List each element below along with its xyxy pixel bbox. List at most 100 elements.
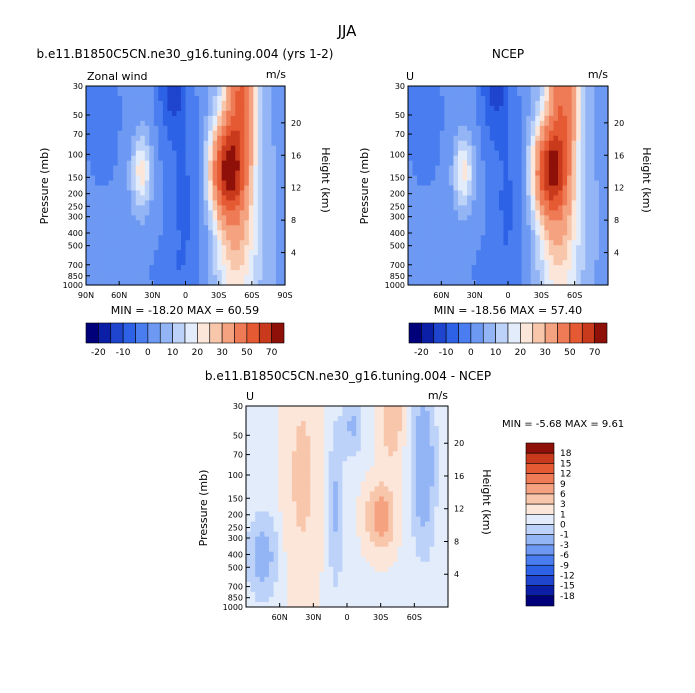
contour-cell (351, 551, 357, 558)
contour-cell (131, 180, 137, 187)
contour-cell (171, 100, 178, 107)
contour-cell (467, 120, 473, 127)
contour-cell (402, 531, 408, 538)
contour-cell (430, 86, 436, 92)
contour-cell (411, 411, 417, 417)
contour-cell (333, 486, 339, 493)
contour-cell (388, 476, 394, 482)
contour-cell (406, 466, 412, 472)
contour-cell (489, 185, 495, 192)
contour-cell (226, 205, 232, 211)
contour-cell (278, 496, 284, 503)
contour-cell (333, 411, 339, 417)
contour-cell (149, 125, 155, 132)
contour-cell (402, 446, 408, 452)
contour-cell (453, 180, 459, 187)
contour-cell (567, 235, 573, 241)
contour-cell (333, 431, 339, 437)
contour-cell (328, 441, 334, 447)
contour-cell (239, 160, 245, 167)
contour-cell (122, 120, 128, 127)
contour-cell (113, 265, 119, 271)
contour-cell (126, 100, 132, 107)
contour-cell (194, 225, 200, 231)
contour-cell (239, 95, 245, 102)
contour-cell (176, 260, 182, 266)
contour-cell (275, 230, 282, 236)
contour-cell (131, 150, 137, 157)
contour-cell (406, 511, 412, 518)
contour-cell (548, 200, 555, 206)
contour-cell (266, 250, 273, 256)
contour-cell (444, 90, 450, 97)
contour-cell (248, 125, 254, 132)
contour-cell (226, 190, 232, 197)
contour-cell (567, 100, 573, 107)
contour-cell (271, 115, 277, 122)
contour-cell (421, 265, 427, 271)
contour-cell (356, 446, 362, 452)
contour-cell (603, 255, 609, 261)
contour-cell (571, 205, 577, 211)
contour-cell (485, 265, 491, 271)
contour-cell (589, 140, 595, 147)
contour-cell (230, 86, 236, 92)
contour-cell (264, 486, 270, 493)
contour-cell (301, 516, 307, 523)
contour-cell (508, 175, 514, 182)
contour-cell (508, 150, 514, 157)
contour-cell (203, 230, 209, 236)
contour-cell (539, 245, 545, 251)
contour-cell (194, 165, 200, 172)
contour-cell (117, 140, 123, 147)
contour-cell (280, 95, 286, 102)
contour-cell (603, 195, 609, 202)
contour-cell (594, 90, 600, 97)
contour-cell (291, 511, 298, 518)
contour-cell (208, 195, 214, 202)
contour-cell (467, 86, 473, 92)
contour-cell (485, 250, 491, 256)
contour-cell (589, 115, 595, 122)
contour-cell (374, 471, 380, 477)
contour-cell (104, 225, 110, 231)
contour-cell (406, 486, 412, 493)
contour-cell (429, 471, 435, 477)
contour-cell (248, 165, 254, 172)
colorbar-swatch (172, 322, 186, 344)
contour-cell (162, 275, 169, 281)
contour-cell (176, 165, 182, 172)
contour-cell (296, 461, 302, 467)
contour-cell (374, 511, 380, 518)
contour-cell (360, 431, 366, 437)
contour-cell (369, 511, 376, 518)
contour-cell (453, 170, 459, 177)
contour-cell (271, 245, 277, 251)
contour-cell (411, 416, 417, 422)
contour-cell (259, 451, 265, 457)
contour-cell (275, 140, 282, 147)
contour-cell (439, 265, 445, 271)
contour-cell (443, 496, 449, 503)
contour-cell (420, 451, 426, 457)
contour-cell (489, 280, 495, 286)
contour-cell (278, 506, 284, 513)
contour-cell (108, 220, 114, 226)
contour-cell (248, 90, 254, 97)
contour-cell (374, 521, 380, 528)
panel-obs-stats: MIN = -18.56 MAX = 57.40 (434, 304, 582, 317)
contour-cell (580, 240, 586, 246)
contour-cell (117, 160, 123, 167)
contour-cell (176, 195, 182, 202)
contour-cell (420, 436, 426, 442)
contour-cell (126, 255, 132, 261)
contour-cell (86, 215, 92, 221)
contour-cell (264, 426, 270, 432)
contour-cell (458, 185, 464, 192)
contour-cell (221, 125, 227, 132)
contour-cell (439, 210, 445, 216)
contour-cell (553, 205, 559, 211)
contour-cell (567, 275, 573, 281)
contour-cell (287, 481, 293, 488)
contour-cell (266, 155, 273, 162)
